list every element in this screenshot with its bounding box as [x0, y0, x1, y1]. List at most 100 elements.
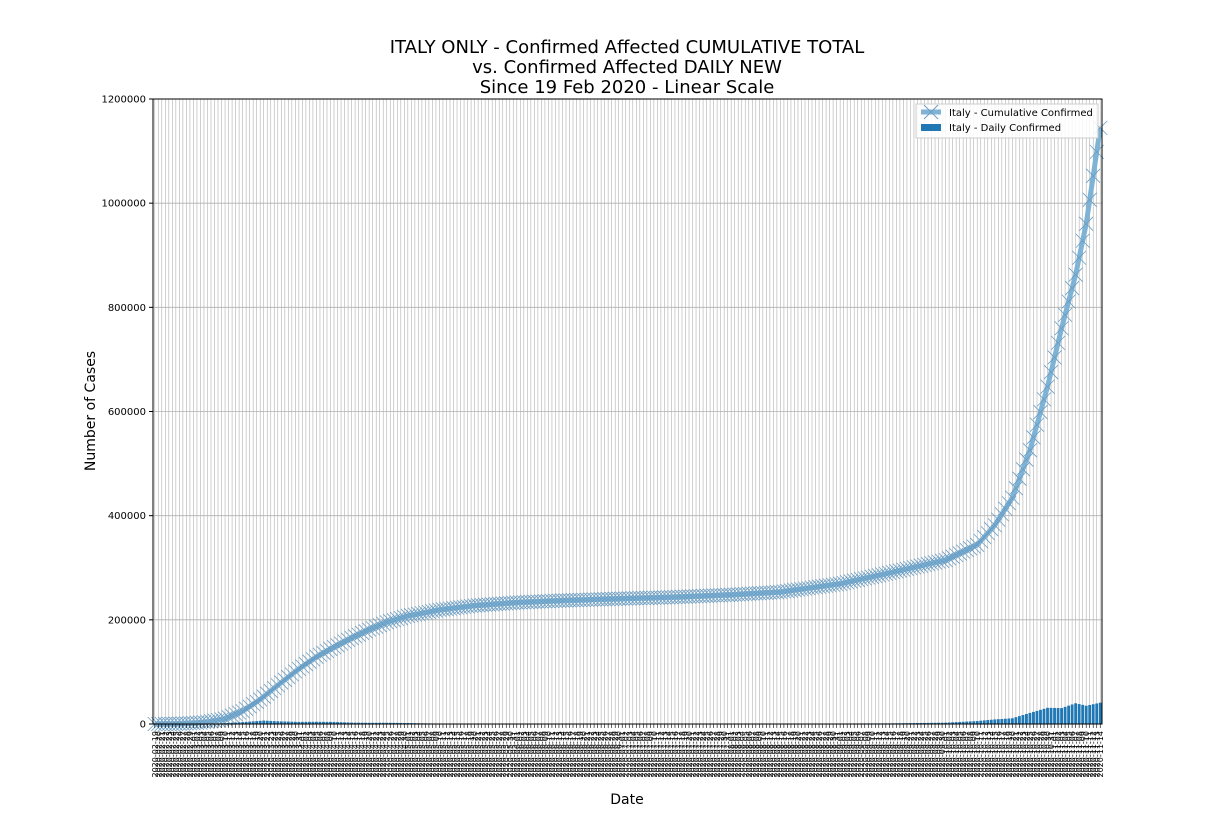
y-tick-label: 1200000	[101, 95, 146, 106]
cumulative-marker	[875, 567, 890, 582]
x-tick-label: 2020-05-20	[471, 731, 480, 778]
cumulative-marker	[759, 585, 774, 601]
x-tick-label: 2020-09-08	[861, 731, 870, 778]
x-tick-label: 2020-09-24	[917, 731, 926, 778]
x-tick-label: 2020-05-27	[495, 731, 504, 778]
x-tick-label: 2020-07-14	[664, 731, 673, 778]
x-tick-label: 2020-05-15	[453, 731, 462, 778]
x-tick-label: 2020-10-21	[1012, 731, 1021, 778]
cumulative-marker	[1043, 364, 1059, 380]
x-tick-label: 2020-05-17	[460, 731, 469, 778]
cumulative-marker	[228, 706, 243, 722]
x-tick-label: 2020-05-12	[442, 731, 451, 778]
daily-bar	[300, 721, 304, 724]
x-tick-label: 2020-05-22	[478, 731, 487, 778]
cumulative-marker	[249, 694, 264, 710]
daily-bar	[923, 722, 926, 724]
daily-bar	[364, 722, 368, 724]
cumulative-marker	[361, 622, 377, 637]
x-tick-label: 2020-02-19	[151, 731, 160, 778]
cumulative-marker	[509, 595, 525, 610]
x-axis-ticks: 2020-02-192020-02-202020-02-212020-02-22…	[151, 724, 1105, 778]
cumulative-marker	[674, 589, 690, 605]
x-tick-label: 2020-02-27	[179, 731, 188, 778]
cumulative-marker	[358, 624, 373, 639]
daily-bar	[968, 721, 972, 724]
daily-bar	[265, 720, 269, 724]
daily-bar	[930, 722, 933, 724]
cumulative-marker	[618, 591, 634, 606]
daily-bar	[1067, 705, 1071, 724]
cumulative-marker	[850, 572, 866, 588]
x-tick-label: 2020-06-04	[523, 731, 532, 778]
x-tick-label: 2020-03-10	[221, 731, 230, 778]
cumulative-marker	[913, 558, 929, 573]
cumulative-marker	[1075, 233, 1090, 249]
x-tick-label: 2020-10-19	[1005, 731, 1014, 778]
x-tick-label: 2020-06-16	[566, 731, 575, 778]
cumulative-marker	[1022, 442, 1038, 458]
cumulative-marker	[920, 556, 936, 572]
x-tick-label: 2020-08-14	[773, 731, 782, 778]
cumulative-marker	[1040, 379, 1055, 394]
x-tick-label: 2020-09-05	[850, 731, 859, 778]
cumulative-marker	[537, 594, 553, 609]
x-tick-label: 2020-10-11	[977, 731, 986, 778]
x-tick-label: 2020-09-26	[924, 731, 933, 778]
x-tick-label: 2020-11-08	[1075, 731, 1084, 778]
x-tick-label: 2020-03-31	[295, 731, 304, 778]
cumulative-marker	[516, 594, 532, 610]
x-axis-label: Date	[610, 792, 643, 808]
cumulative-marker	[520, 594, 535, 610]
legend: Italy - Cumulative Confirmed Italy - Dai…	[915, 103, 1099, 139]
x-tick-label: 2020-04-19	[362, 731, 371, 778]
cumulative-marker	[906, 560, 922, 575]
y-tick-label: 1000000	[101, 199, 146, 210]
x-tick-label: 2020-03-18	[249, 731, 258, 778]
daily-bar	[1021, 715, 1025, 724]
daily-bar	[381, 722, 385, 724]
cumulative-marker	[330, 638, 345, 653]
x-tick-label: 2020-06-14	[558, 731, 567, 778]
x-tick-label: 2020-09-14	[882, 731, 891, 778]
x-tick-label: 2020-10-06	[959, 731, 968, 778]
daily-bar	[346, 722, 350, 724]
x-tick-label: 2020-06-06	[530, 731, 539, 778]
x-tick-label: 2020-11-05	[1065, 731, 1074, 778]
daily-bar	[989, 719, 993, 724]
x-tick-label: 2020-11-12	[1089, 731, 1098, 778]
cumulative-marker	[238, 701, 254, 717]
cumulative-marker	[653, 590, 669, 605]
x-tick-label: 2020-10-30	[1044, 731, 1053, 778]
cumulative-marker	[1082, 192, 1097, 208]
cumulative-marker	[632, 590, 648, 606]
x-tick-label: 2020-03-05	[203, 731, 212, 778]
chart-title-line-2: vs. Confirmed Affected DAILY NEW	[472, 57, 782, 78]
daily-bar	[332, 721, 336, 724]
x-tick-label: 2020-08-07	[748, 731, 757, 778]
cumulative-marker	[224, 708, 240, 723]
x-tick-label: 2020-04-08	[323, 731, 332, 778]
cumulative-marker	[365, 620, 380, 636]
x-tick-label: 2020-05-16	[457, 731, 466, 778]
x-tick-label: 2020-06-29	[611, 731, 620, 778]
x-tick-label: 2020-02-22	[161, 731, 170, 778]
cumulative-marker	[200, 714, 215, 730]
cumulative-marker	[418, 605, 433, 620]
daily-bar	[951, 722, 955, 724]
x-tick-label: 2020-04-06	[316, 731, 325, 778]
x-tick-label: 2020-06-15	[562, 731, 571, 778]
cumulative-marker	[660, 590, 676, 605]
daily-bar	[392, 722, 396, 724]
legend-swatch-cumulative-marker	[923, 104, 939, 120]
x-tick-label: 2020-06-13	[555, 731, 564, 778]
x-tick-label: 2020-04-14	[344, 731, 353, 778]
daily-bar	[293, 721, 297, 724]
x-tick-label: 2020-08-24	[808, 731, 817, 778]
x-tick-label: 2020-10-05	[956, 731, 965, 778]
cumulative-marker	[829, 576, 844, 592]
x-tick-label: 2020-08-01	[727, 731, 736, 778]
cumulative-marker	[274, 675, 289, 690]
x-tick-label: 2020-04-22	[372, 731, 381, 778]
cumulative-marker	[1078, 216, 1094, 232]
